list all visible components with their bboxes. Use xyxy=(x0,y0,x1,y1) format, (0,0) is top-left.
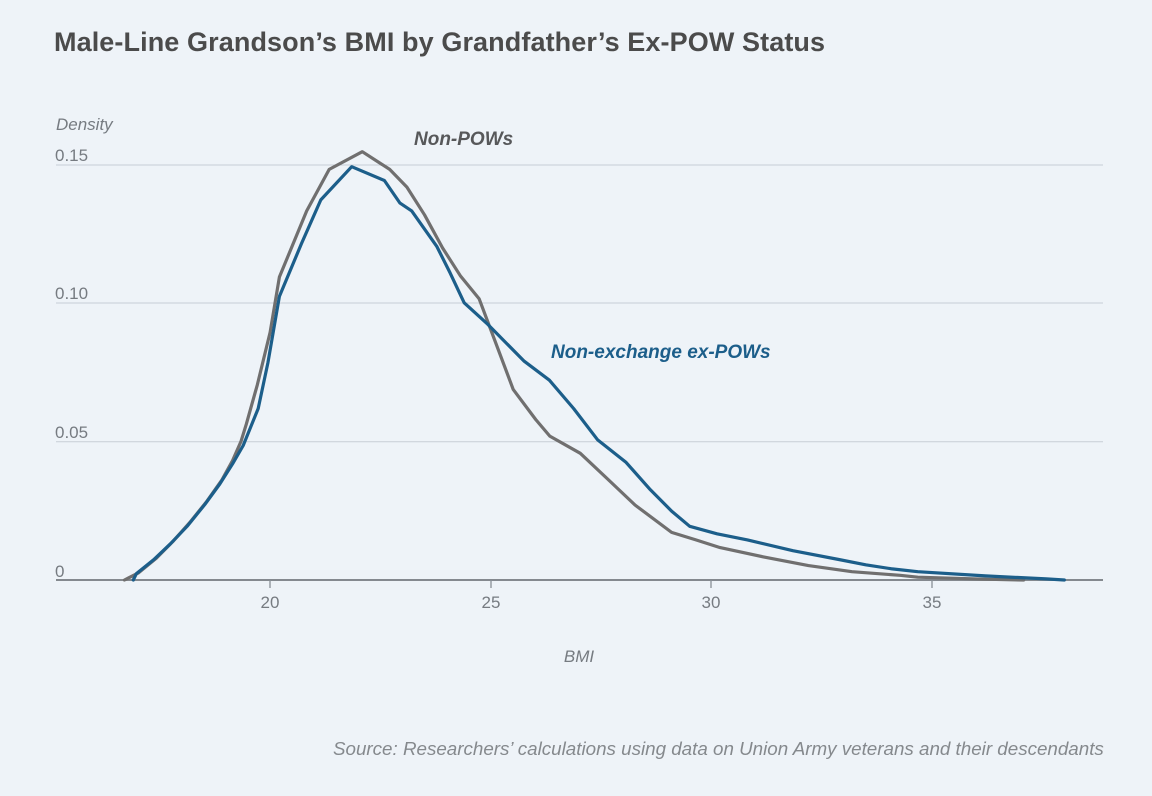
svg-text:Non-exchange ex-POWs: Non-exchange ex-POWs xyxy=(551,342,771,363)
svg-text:0.05: 0.05 xyxy=(55,423,88,442)
svg-text:25: 25 xyxy=(482,593,501,612)
svg-text:20: 20 xyxy=(261,593,280,612)
svg-text:0.10: 0.10 xyxy=(55,284,88,303)
svg-text:Density: Density xyxy=(56,115,114,134)
svg-text:35: 35 xyxy=(923,593,942,612)
svg-text:30: 30 xyxy=(702,593,721,612)
svg-text:0.15: 0.15 xyxy=(55,146,88,165)
svg-text:Non-POWs: Non-POWs xyxy=(414,129,513,150)
svg-text:0: 0 xyxy=(55,562,64,581)
svg-text:BMI: BMI xyxy=(564,647,595,666)
